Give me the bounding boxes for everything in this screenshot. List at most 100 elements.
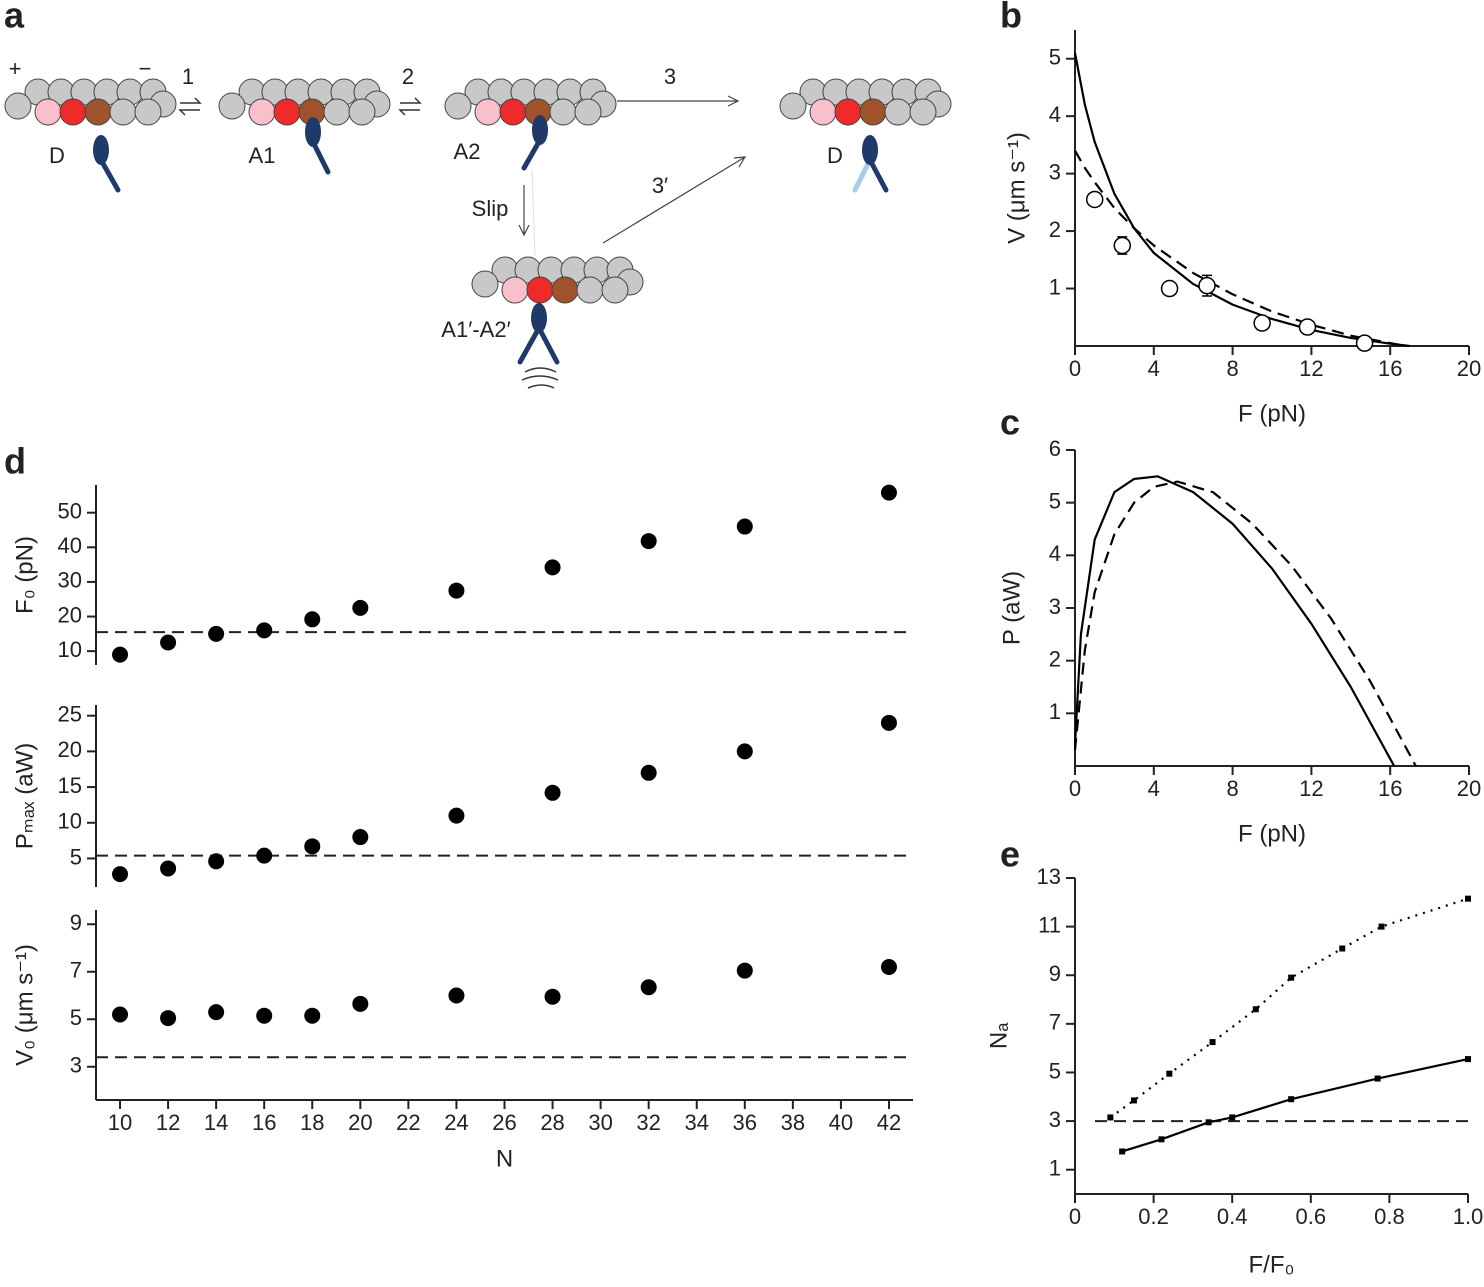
data-point xyxy=(1130,1097,1137,1104)
x-tick-label: 34 xyxy=(684,1110,708,1135)
data-point xyxy=(736,743,753,760)
data-point xyxy=(1355,334,1374,352)
data-point xyxy=(304,838,321,855)
actin-subunit xyxy=(501,276,529,304)
y-tick-label: 10 xyxy=(58,637,82,662)
x-tick-label: 12 xyxy=(1299,356,1323,381)
x-tick-label: 12 xyxy=(156,1110,180,1135)
myosin-head xyxy=(305,117,321,147)
y-axis-label: P (aW) xyxy=(998,571,1025,645)
y-tick-label: 1 xyxy=(1049,699,1061,724)
x-tick-label: 16 xyxy=(1378,356,1402,381)
data-point xyxy=(256,1007,273,1024)
curve xyxy=(1073,475,1396,767)
x-tick-label: 42 xyxy=(877,1110,901,1135)
actin-subunit xyxy=(273,98,301,126)
data-point xyxy=(256,847,273,864)
y-tick-label: 15 xyxy=(58,773,82,798)
data-point xyxy=(1113,236,1132,255)
x-tick-label: 0 xyxy=(1069,1204,1081,1229)
x-tick-label: 0.8 xyxy=(1374,1204,1405,1229)
data-point xyxy=(112,1006,129,1023)
y-tick-label: 4 xyxy=(1049,541,1061,566)
x-axis-label: F/F₀ xyxy=(1249,1251,1295,1278)
myosin-tail xyxy=(536,325,560,365)
actin-subunit xyxy=(834,98,862,126)
data-point xyxy=(1374,1075,1381,1082)
x-tick-label: 8 xyxy=(1226,356,1238,381)
y-tick-label: 3 xyxy=(1049,159,1061,184)
y-tick-label: 13 xyxy=(1037,864,1061,889)
y-tick-label: 5 xyxy=(70,1005,82,1030)
x-tick-label: 36 xyxy=(733,1110,757,1135)
equilibrium-arrow xyxy=(398,97,422,116)
x-tick-label: 0 xyxy=(1069,356,1081,381)
x-tick-label: 18 xyxy=(300,1110,324,1135)
y-tick-label: 7 xyxy=(1049,1010,1061,1035)
actin-subunit xyxy=(601,276,629,304)
actin-subunit xyxy=(526,276,554,304)
myosin-head xyxy=(93,135,109,165)
data-point xyxy=(160,1010,177,1027)
actin-subunit xyxy=(444,92,472,120)
y-tick-label: 3 xyxy=(1049,594,1061,619)
y-tick-label: 30 xyxy=(58,568,82,593)
data-point xyxy=(1119,1148,1126,1155)
x-tick-label: 0.6 xyxy=(1296,1204,1327,1229)
data-point xyxy=(544,988,561,1005)
y-tick-label: 25 xyxy=(58,702,82,727)
actin-subunit xyxy=(549,98,577,126)
y-tick-label: 10 xyxy=(58,809,82,834)
data-point xyxy=(1252,1006,1259,1013)
data-point xyxy=(880,484,897,501)
curve xyxy=(1073,52,1411,348)
panel-label: e xyxy=(1000,834,1020,875)
data-point xyxy=(448,987,465,1004)
x-tick-label: 40 xyxy=(829,1110,853,1135)
y-axis-label: Pₘₐₓ (aW) xyxy=(11,743,38,849)
y-axis-label: Nₐ xyxy=(985,1022,1012,1049)
x-tick-label: 4 xyxy=(1148,776,1160,801)
actin-subunit xyxy=(4,92,32,120)
y-tick-label: 2 xyxy=(1049,646,1061,671)
data-point xyxy=(112,866,129,883)
x-tick-label: 10 xyxy=(108,1110,132,1135)
x-tick-label: 20 xyxy=(1457,776,1481,801)
diagram-label: Slip xyxy=(472,196,509,221)
myosin-tail xyxy=(867,157,889,193)
actin-subunit xyxy=(499,98,527,126)
myosin-head xyxy=(532,115,548,145)
y-tick-label: 1 xyxy=(1049,274,1061,299)
data-point xyxy=(304,611,321,628)
actin-subunit xyxy=(134,98,162,126)
y-tick-label: 5 xyxy=(1049,45,1061,70)
x-tick-label: 26 xyxy=(492,1110,516,1135)
y-tick-label: 6 xyxy=(1049,436,1061,461)
myosin-head xyxy=(862,135,878,165)
y-tick-label: 9 xyxy=(70,910,82,935)
x-tick-label: 38 xyxy=(781,1110,805,1135)
x-tick-label: 8 xyxy=(1226,776,1238,801)
actin-subunit xyxy=(248,98,276,126)
x-tick-label: 20 xyxy=(1457,356,1481,381)
motion-mark xyxy=(521,367,559,389)
data-point xyxy=(1198,276,1216,295)
actin-subunit xyxy=(779,92,807,120)
x-tick-label: 16 xyxy=(1378,776,1402,801)
data-point xyxy=(352,829,369,846)
diagram-label: − xyxy=(139,56,152,81)
x-axis-label: F (pN) xyxy=(1238,400,1306,427)
data-point xyxy=(160,634,177,651)
actin-subunit xyxy=(574,98,602,126)
y-tick-label: 2 xyxy=(1049,217,1061,242)
myosin-tail xyxy=(310,139,331,175)
data-point xyxy=(544,784,561,801)
data-point xyxy=(448,807,465,824)
panel-label: a xyxy=(4,0,25,36)
data-point xyxy=(352,995,369,1012)
x-tick-label: 12 xyxy=(1299,776,1323,801)
actin-subunit xyxy=(809,98,837,126)
diagram-label: 1 xyxy=(182,64,194,89)
